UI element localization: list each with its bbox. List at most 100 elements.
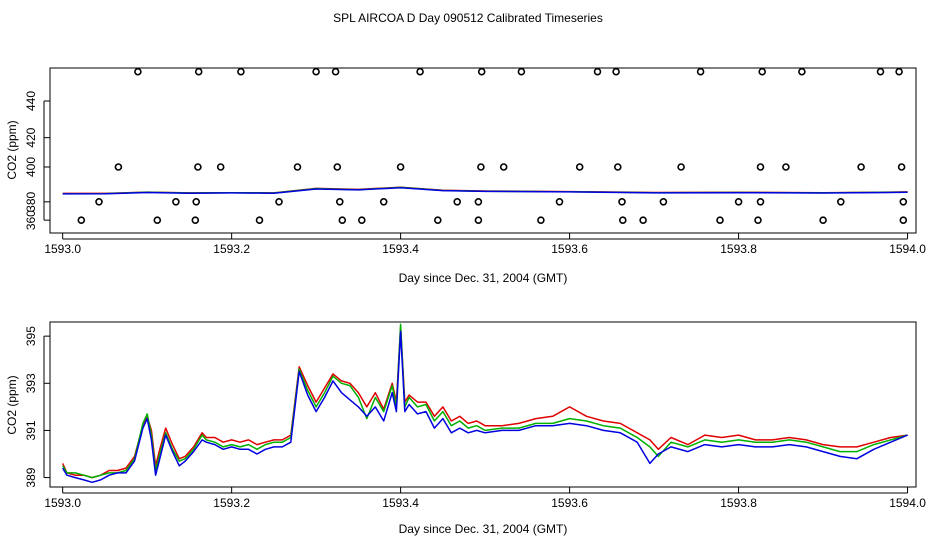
- raw-sample-point: [95, 198, 103, 206]
- bottom-series-lines: [62, 323, 908, 484]
- series-line-red: [62, 325, 908, 479]
- raw-sample-point: [618, 198, 626, 206]
- bottom-y-axis: 389 391 393 395: [24, 326, 50, 488]
- raw-sample-point: [433, 216, 442, 224]
- raw-sample-point: [237, 67, 245, 76]
- raw-sample-point: [895, 67, 903, 76]
- raw-sample-point: [335, 198, 344, 206]
- raw-sample-point: [499, 163, 508, 171]
- raw-sample-point: [754, 216, 762, 224]
- raw-sample-point: [331, 67, 340, 76]
- x-tick-label: 1593.0: [44, 242, 81, 256]
- raw-sample-point: [172, 198, 180, 206]
- raw-sample-point: [716, 216, 724, 224]
- raw-sample-point: [275, 198, 283, 206]
- raw-sample-point: [474, 216, 483, 224]
- x-tick-label: 1593.2: [213, 496, 250, 510]
- raw-sample-point: [77, 216, 86, 224]
- raw-sample-point: [379, 198, 388, 206]
- x-tick-label: 1593.8: [720, 242, 757, 256]
- raw-sample-point: [897, 163, 906, 171]
- raw-sample-point: [537, 216, 545, 224]
- x-tick-label: 1593.6: [551, 496, 588, 510]
- y-tick-label: 389: [24, 467, 38, 487]
- raw-sample-point: [899, 198, 908, 206]
- raw-sample-point: [639, 216, 647, 224]
- raw-sample-point: [453, 198, 462, 206]
- top-panel: 1593.0 1593.2 1593.4 1593.6 1593.8 1594.0 360…: [5, 67, 926, 285]
- raw-sample-point: [659, 198, 668, 206]
- raw-sample-point: [613, 163, 622, 171]
- raw-sample-point: [798, 67, 806, 76]
- raw-sample-point: [333, 163, 342, 171]
- raw-sample-point: [477, 67, 486, 76]
- bottom-panel: 1593.0 1593.2 1593.4 1593.6 1593.8 1594.0 389…: [5, 321, 926, 536]
- y-tick-label: 360: [24, 210, 38, 230]
- x-tick-label: 1593.4: [382, 242, 419, 256]
- raw-sample-point: [134, 67, 142, 76]
- x-tick-label: 1594.0: [889, 496, 926, 510]
- raw-sample-point: [593, 67, 602, 76]
- x-tick-label: 1593.6: [551, 242, 588, 256]
- x-tick-label: 1593.0: [44, 496, 81, 510]
- top-raw-points: [77, 67, 908, 224]
- bottom-plot-frame: [49, 321, 917, 488]
- top-x-axis: 1593.0 1593.2 1593.4 1593.6 1593.8 1594.0: [44, 233, 926, 256]
- x-tick-label: 1593.4: [382, 496, 419, 510]
- top-plot-frame: [49, 67, 917, 234]
- top-y-axis-label: CO2 (ppm): [5, 120, 19, 179]
- raw-sample-point: [293, 163, 302, 171]
- raw-sample-point: [114, 163, 123, 171]
- raw-sample-point: [216, 163, 225, 171]
- raw-sample-point: [474, 198, 483, 206]
- top-x-axis-label: Day since Dec. 31, 2004 (GMT): [399, 271, 568, 285]
- raw-sample-point: [758, 67, 767, 76]
- raw-sample-point: [836, 198, 845, 206]
- series-line-blue: [62, 186, 908, 195]
- top-series-lines: [62, 186, 908, 195]
- raw-sample-point: [677, 163, 685, 171]
- raw-sample-point: [819, 216, 827, 224]
- y-tick-label: 391: [24, 420, 38, 440]
- raw-sample-point: [782, 163, 790, 171]
- y-tick-label: 420: [24, 127, 38, 147]
- raw-sample-point: [756, 163, 765, 171]
- raw-sample-point: [191, 216, 200, 224]
- raw-sample-point: [756, 198, 765, 206]
- series-line-green: [62, 323, 908, 479]
- raw-sample-point: [612, 67, 620, 76]
- raw-sample-point: [575, 163, 584, 171]
- chart-title: SPL AIRCOA D Day 090512 Calibrated Times…: [333, 11, 603, 25]
- x-tick-label: 1593.8: [720, 496, 757, 510]
- raw-sample-point: [192, 198, 200, 206]
- y-tick-label: 400: [24, 157, 38, 177]
- raw-sample-point: [876, 67, 885, 76]
- y-tick-label: 440: [24, 91, 38, 111]
- bottom-x-axis: 1593.0 1593.2 1593.4 1593.6 1593.8 1594.0: [44, 487, 926, 510]
- raw-sample-point: [857, 163, 865, 171]
- series-line-blue: [62, 330, 908, 484]
- raw-sample-point: [477, 163, 485, 171]
- y-tick-label: 393: [24, 373, 38, 393]
- raw-sample-point: [416, 67, 424, 76]
- y-tick-label: 395: [24, 326, 38, 346]
- raw-sample-point: [618, 216, 627, 224]
- bottom-y-axis-label: CO2 (ppm): [5, 375, 19, 434]
- raw-sample-point: [396, 163, 405, 171]
- x-tick-label: 1594.0: [889, 242, 926, 256]
- raw-sample-point: [255, 216, 264, 224]
- raw-sample-point: [312, 67, 320, 76]
- raw-sample-point: [734, 198, 743, 206]
- raw-sample-point: [194, 163, 202, 171]
- y-tick-label: 380: [24, 192, 38, 212]
- raw-sample-point: [555, 198, 564, 206]
- bottom-x-axis-label: Day since Dec. 31, 2004 (GMT): [399, 522, 568, 536]
- raw-sample-point: [357, 216, 366, 224]
- raw-sample-point: [696, 67, 705, 76]
- raw-sample-point: [194, 67, 203, 76]
- raw-sample-point: [153, 216, 162, 224]
- raw-sample-point: [899, 216, 908, 224]
- raw-sample-point: [517, 67, 526, 76]
